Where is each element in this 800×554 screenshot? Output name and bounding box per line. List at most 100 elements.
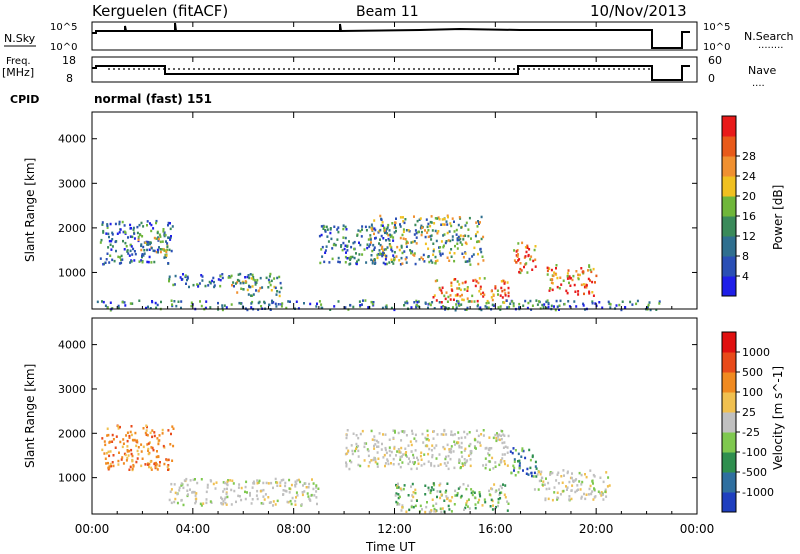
velocity-cell — [174, 497, 177, 501]
power-cell — [420, 256, 423, 259]
velocity-cell — [394, 431, 396, 434]
velocity-cell — [153, 434, 156, 438]
power-cell — [382, 237, 385, 240]
power-cell — [533, 248, 536, 252]
velocity-cell — [465, 502, 468, 505]
power-cell — [325, 245, 328, 248]
power-cell — [320, 248, 323, 251]
velocity-cell — [507, 502, 510, 505]
power-cell — [393, 251, 396, 254]
power-cell — [336, 228, 339, 231]
power-cell — [608, 302, 611, 305]
power-cell — [491, 298, 494, 302]
power-cell — [453, 259, 456, 263]
velocity-cell — [301, 493, 304, 497]
power-cell — [452, 306, 454, 309]
power-cell — [268, 275, 271, 278]
velocity-cell — [107, 461, 109, 465]
velocity-cell — [136, 439, 139, 442]
power-cell — [481, 255, 484, 258]
velocity-cell — [401, 455, 403, 458]
velocity-cell — [412, 456, 415, 459]
power-cell — [503, 282, 506, 285]
power-cell — [399, 223, 401, 226]
power-cell — [103, 262, 105, 266]
power-cell — [327, 240, 330, 243]
velocity-cell — [490, 498, 493, 502]
power-cell — [453, 220, 455, 223]
power-cell — [287, 300, 290, 303]
velocity-cell — [460, 446, 463, 449]
velocity-cell — [426, 501, 428, 504]
velocity-cell — [560, 475, 563, 478]
velocity-cell — [414, 491, 417, 495]
velocity-cell — [186, 494, 189, 498]
velocity-cell — [499, 484, 502, 488]
velocity-cell — [345, 433, 348, 437]
velocity-cell — [249, 494, 251, 497]
velocity-cell — [373, 438, 376, 442]
power-cell — [172, 283, 175, 287]
velocity-cell — [460, 466, 462, 469]
power-cell — [373, 227, 376, 230]
nave-tick-top: 60 — [708, 54, 722, 67]
colorbar-swatch — [722, 432, 736, 453]
velocity-cell — [503, 441, 506, 444]
power-cell — [158, 233, 161, 236]
power-cell — [458, 287, 461, 290]
power-cell — [395, 217, 397, 220]
velocity-cell — [200, 504, 203, 507]
power-cell — [420, 233, 423, 237]
power-cell — [364, 225, 367, 229]
power-cell — [427, 255, 430, 259]
velocity-cell — [484, 457, 487, 460]
velocity-cell — [205, 490, 208, 494]
velocity-cell — [593, 488, 596, 491]
power-cell — [324, 249, 327, 252]
power-cell — [562, 279, 565, 282]
power-cell — [406, 241, 409, 244]
power-cell — [346, 249, 349, 252]
power-cell — [394, 226, 397, 230]
power-cell — [443, 217, 446, 221]
velocity-cell — [502, 483, 504, 486]
velocity-cell — [256, 489, 259, 493]
power-cell — [432, 248, 435, 251]
power-cell — [609, 303, 612, 306]
power-cell — [384, 258, 387, 261]
power-cell — [133, 250, 136, 253]
power-cell — [329, 227, 332, 230]
power-cell — [566, 277, 569, 280]
power-cell — [267, 286, 270, 289]
x-axis-label: Time UT — [365, 540, 416, 554]
velocity-cell — [469, 458, 472, 461]
power-cell — [440, 240, 443, 243]
velocity-cell — [121, 445, 124, 449]
power-cell — [525, 250, 528, 254]
power-cell — [432, 296, 435, 299]
power-cell — [140, 248, 143, 252]
velocity-cell — [446, 461, 449, 464]
velocity-cell — [130, 448, 133, 452]
velocity-cell — [438, 453, 441, 456]
power-cell — [119, 256, 121, 259]
velocity-cell — [398, 495, 401, 499]
velocity-cell — [202, 502, 205, 505]
power-cell — [129, 249, 132, 253]
velocity-cell — [376, 465, 379, 468]
velocity-cell — [568, 498, 571, 501]
velocity-cell — [386, 459, 389, 463]
power-cell — [157, 251, 159, 254]
power-cell — [456, 293, 459, 296]
velocity-cell — [445, 464, 448, 467]
x-tick-label: 16:00 — [478, 522, 513, 536]
power-cell — [140, 243, 143, 246]
velocity-cell — [436, 433, 439, 436]
power-cell — [257, 301, 260, 305]
power-cell — [333, 225, 336, 228]
power-cell — [201, 275, 204, 278]
velocity-cell — [584, 497, 587, 501]
velocity-cell — [152, 448, 155, 452]
power-cell — [370, 254, 373, 257]
